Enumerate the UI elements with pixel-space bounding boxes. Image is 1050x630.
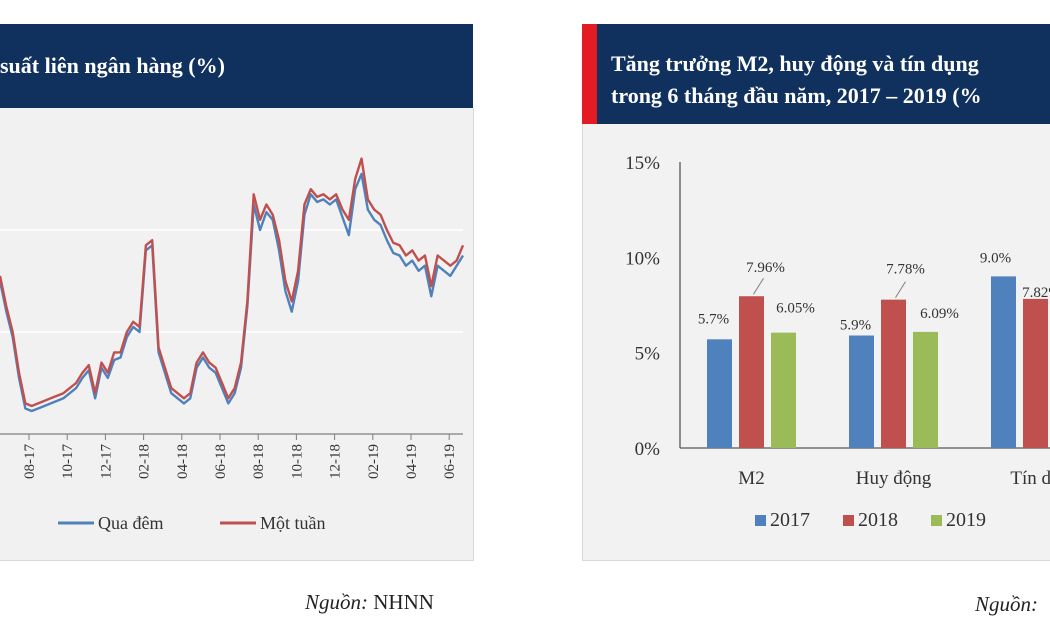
y-tick-label: 10% [625,248,660,269]
left-source-label: Nguồn: [305,590,368,614]
x-tick-label: 12-17 [98,444,114,479]
right-chart-title-line1: Tăng trưởng M2, huy động và tín dụng [611,51,979,76]
left-source-value: NHNN [373,590,434,614]
legend-label: 2018 [858,509,898,531]
series-line-Qua đêm [0,172,465,413]
bar-2018-M2 [739,296,764,448]
x-tick-label: 08-17 [22,444,38,479]
y-tick-label: 15% [625,153,660,174]
data-label: 7.82% [1022,285,1050,301]
bar-2017-M2 [707,339,732,448]
legend-label: Qua đêm [98,513,163,533]
category-label: M2 [738,468,764,489]
line-chart: 08-17 10-17 12-17 02-18 04-18 06-18 08-18 10-18… [0,157,465,533]
data-label: 7.96% [746,260,785,276]
left-chart-plot-area: 08-17 10-17 12-17 02-18 04-18 06-18 08-18 10-18… [0,108,474,561]
x-tick-label: 06-18 [213,444,229,479]
right-source-label: Nguồn: [975,592,1038,616]
x-tick-label: 02-19 [366,444,382,479]
left-chart-title: suất liên ngân hàng (%) [0,53,225,78]
bar-2019-M2 [771,332,796,448]
bar-2017-Tín dụ [991,276,1016,448]
legend-label: Một tuần [260,513,326,533]
right-chart-accent [582,24,597,124]
label-leader-line [753,277,764,295]
legend-swatch [931,515,942,526]
bar-2018-Tín dụ [1023,298,1048,448]
legend-label: 2019 [946,509,986,531]
right-chart-header: Tăng trưởng M2, huy động và tín dụng tro… [597,24,1050,124]
right-chart-title-line2: trong 6 tháng đầu năm, 2017 – 2019 (% [611,83,982,108]
x-tick-label: 10-18 [289,444,305,479]
data-label: 6.05% [776,301,815,317]
bar-2018-Huy động [881,299,906,448]
right-source: Nguồn: [975,592,1038,617]
series-line-Một tuần [0,157,465,408]
data-label: 9.0% [980,250,1011,266]
legend-swatch [843,515,854,526]
left-chart-header: suất liên ngân hàng (%) [0,24,473,108]
legend-label: 2017 [770,509,810,531]
bar-chart: 0% 5% 10% 15% M2 Huy động Tín dụ 5.7% 5.9% 9.0% 7.… [625,153,1050,531]
x-tick-label: 04-18 [175,444,191,479]
label-leader-line [895,281,906,298]
bar-2019-Huy động [913,331,938,448]
y-tick-label: 0% [635,439,661,460]
x-tick-label: 12-18 [328,444,344,479]
category-label: Tín dụ [1010,468,1050,489]
data-label: 6.09% [920,306,959,322]
bar-2017-Huy động [849,335,874,448]
x-tick-label: 02-18 [137,444,153,479]
data-label: 5.7% [698,311,729,327]
y-tick-label: 5% [635,344,661,365]
data-label: 7.78% [886,262,925,278]
category-label: Huy động [856,468,932,489]
right-chart-plot-area: 0% 5% 10% 15% M2 Huy động Tín dụ 5.7% 5.9% 9.0% 7.… [582,124,1050,561]
data-label: 5.9% [840,318,871,334]
x-tick-label: 10-17 [60,444,76,479]
legend-swatch [755,515,766,526]
x-tick-label: 08-18 [251,444,267,479]
x-tick-label: 04-19 [404,444,420,479]
left-source: Nguồn: NHNN [305,590,434,615]
x-tick-label: 06-19 [442,444,458,479]
